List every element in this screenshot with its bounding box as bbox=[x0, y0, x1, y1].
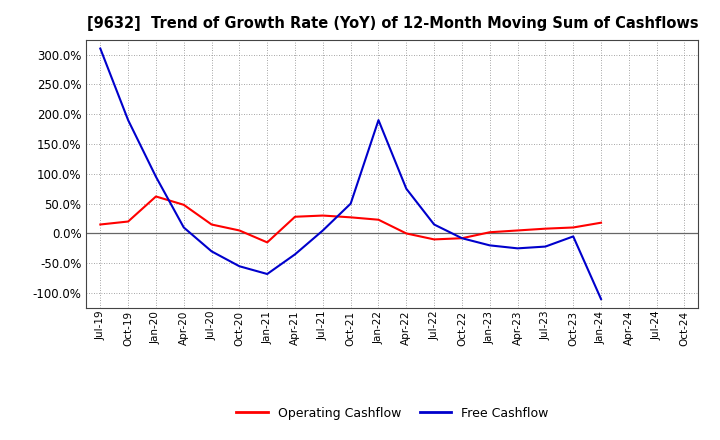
Legend: Operating Cashflow, Free Cashflow: Operating Cashflow, Free Cashflow bbox=[231, 402, 554, 425]
Title: [9632]  Trend of Growth Rate (YoY) of 12-Month Moving Sum of Cashflows: [9632] Trend of Growth Rate (YoY) of 12-… bbox=[86, 16, 698, 32]
